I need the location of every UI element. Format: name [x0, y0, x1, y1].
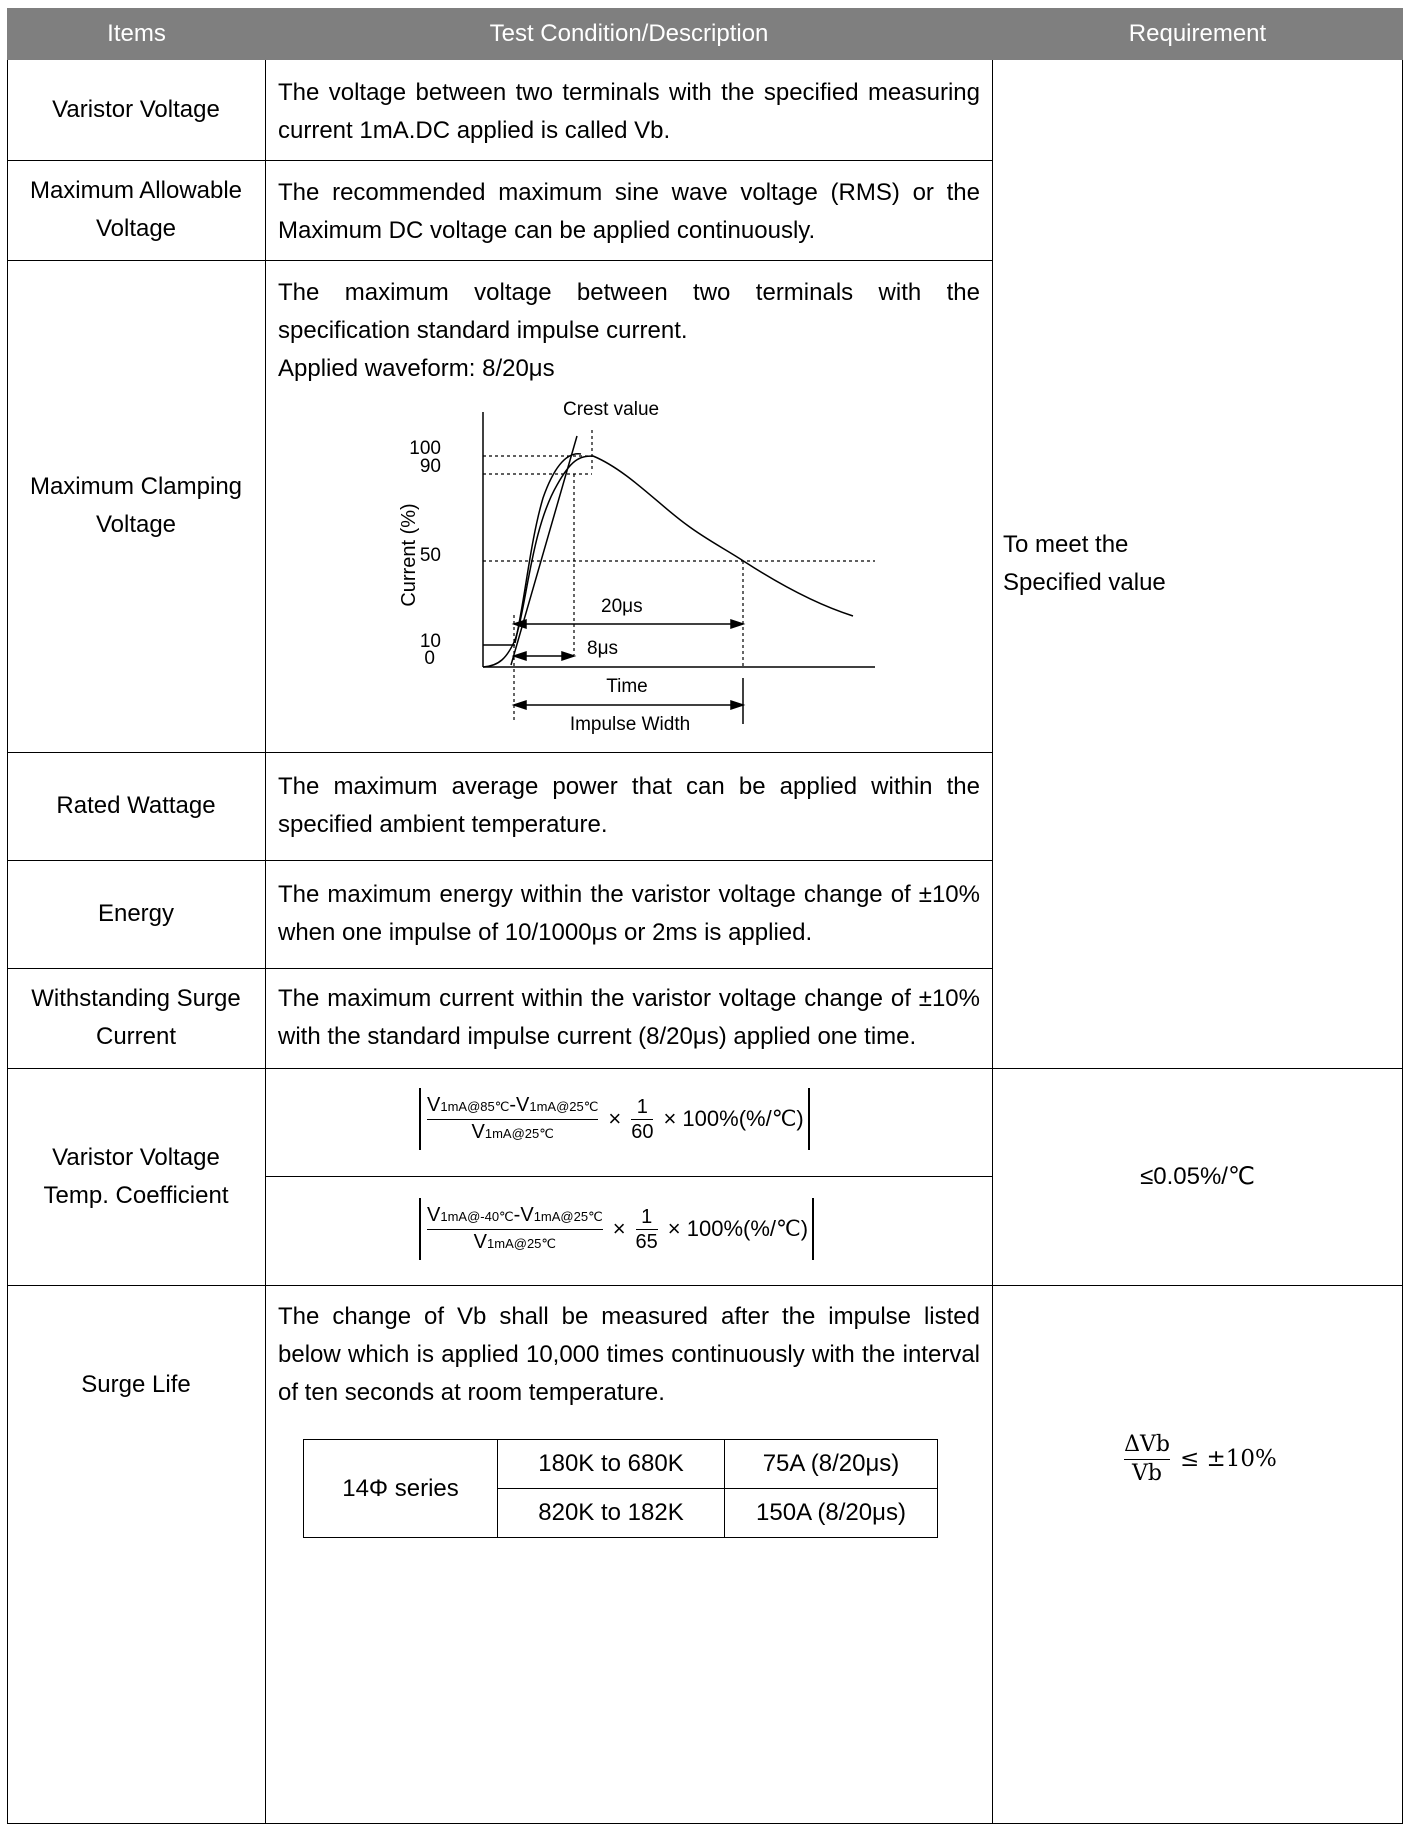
y-axis-label: Current (%)	[398, 503, 420, 606]
table-row: 14Φ series 180K to 680K 75A (8/20μs)	[303, 1439, 938, 1538]
item-energy: Energy	[97, 900, 175, 927]
header-description: Test Condition/Description	[266, 8, 992, 60]
times-sign: ×	[612, 1216, 626, 1241]
row-line-5	[7, 968, 993, 969]
border-left	[7, 60, 8, 1824]
requirement-general: To meet the Specified value	[993, 60, 1402, 1068]
delta-vb-numerator: ΔVb	[1124, 1431, 1170, 1457]
arrow-20us-left	[511, 618, 527, 630]
row-line-1	[7, 160, 993, 161]
row-line-temp-split	[265, 1176, 993, 1177]
desc-max-allowable-voltage: The recommended maximum sine wave voltag…	[278, 179, 980, 244]
range-cell: 180K to 680K	[497, 1439, 725, 1489]
delta-vb-denominator: Vb	[1132, 1460, 1162, 1486]
impulse-width-label: Impulse Width	[570, 714, 690, 735]
front-curve	[514, 453, 582, 644]
current-cell: 75A (8/20μs)	[724, 1439, 938, 1489]
item-label: Maximum Allowable Voltage	[29, 177, 243, 242]
tick-10: 10	[420, 631, 441, 652]
desc-surge-life: The change of Vb shall be measured after…	[278, 1303, 980, 1406]
abs-bar-left	[419, 1088, 421, 1150]
fraction-line	[427, 1228, 603, 1230]
abs-bar-left	[419, 1198, 421, 1260]
fraction-scale: 1 60	[631, 1095, 654, 1143]
col-divider-1	[265, 60, 266, 1824]
delta-vb-fraction: ΔVb Vb	[1124, 1431, 1170, 1488]
requirement-surge-life: ΔVb Vb ≤ ±10%	[993, 1285, 1402, 1823]
requirement-general-text: To meet the Specified value	[1003, 531, 1166, 596]
tick-90: 90	[420, 456, 441, 477]
desc-max-clamping-line1: The maximum voltage between two terminal…	[278, 279, 980, 344]
arrow-width-right	[730, 699, 746, 711]
item-max-allowable-voltage: Maximum Allowable Voltage	[7, 160, 265, 260]
fraction-scale: 1 65	[635, 1205, 658, 1253]
range-cell: 820K to 182K	[497, 1488, 725, 1538]
header-items: Items	[7, 8, 266, 60]
item-varistor-voltage: Varistor Voltage	[52, 96, 220, 123]
row-line-3	[7, 752, 993, 753]
front-tangent-line	[510, 435, 578, 666]
col-divider-2	[992, 60, 993, 1824]
arrow-20us-right	[730, 618, 746, 630]
numerator: V1mA@85℃-V1mA@25℃	[427, 1093, 599, 1116]
requirement-temp-coefficient: ≤0.05%/℃	[1140, 1162, 1255, 1190]
item-label: Maximum Clamping Voltage	[29, 473, 243, 538]
item-rated-wattage: Rated Wattage	[56, 792, 216, 819]
desc-rated-wattage: The maximum average power that can be ap…	[278, 773, 980, 838]
arrow-width-left	[511, 699, 527, 711]
item-label: Varistor Voltage Temp. Coefficient	[43, 1143, 229, 1209]
times-sign: ×	[608, 1106, 622, 1131]
desc-max-clamping-line2: Applied waveform: 8/20μs	[278, 355, 555, 382]
tick-100: 100	[409, 438, 441, 459]
formula-85c: V1mA@85℃-V1mA@25℃ V1mA@25℃ × 1 60 × 100%…	[419, 1088, 810, 1150]
label-20us: 20μs	[601, 596, 643, 617]
item-surge-life: Surge Life	[81, 1371, 191, 1398]
fraction-main: V1mA@-40℃-V1mA@25℃ V1mA@25℃	[427, 1203, 603, 1256]
table-row: 820K to 182K 150A (8/20μs)	[304, 1488, 938, 1538]
label-8us: 8μs	[587, 638, 618, 659]
border-bottom	[7, 1823, 1403, 1824]
denominator: V1mA@25℃	[473, 1230, 557, 1253]
formula-tail: × 100%(%/℃)	[663, 1106, 804, 1131]
row-line-7	[7, 1285, 1403, 1286]
abs-bar-right	[812, 1198, 815, 1260]
tick-50: 50	[420, 545, 441, 566]
arrow-8us-right	[561, 650, 577, 662]
surge-life-table: 14Φ series 180K to 680K 75A (8/20μs) 820…	[303, 1439, 938, 1538]
row-line-6	[7, 1068, 1403, 1069]
item-withstanding-surge-current: Withstanding Surge Current	[7, 968, 265, 1068]
row-line-2	[7, 260, 993, 261]
current-cell: 150A (8/20μs)	[724, 1488, 938, 1538]
item-label: Withstanding Surge Current	[31, 985, 241, 1050]
numerator: V1mA@-40℃-V1mA@25℃	[427, 1203, 603, 1226]
time-label: Time	[606, 676, 648, 697]
desc-energy: The maximum energy within the varistor v…	[278, 881, 980, 946]
item-temp-coefficient: Varistor Voltage Temp. Coefficient	[7, 1068, 265, 1285]
desc-varistor-voltage: The voltage between two terminals with t…	[278, 79, 980, 144]
item-max-clamping-voltage: Maximum Clamping Voltage	[7, 260, 265, 752]
border-right	[1402, 60, 1403, 1824]
series-cell: 14Φ series	[303, 1439, 498, 1538]
arrow-8us-left	[511, 650, 527, 662]
surge-requirement-relation: ≤ ±10%	[1179, 1446, 1277, 1472]
fraction-line	[427, 1118, 599, 1120]
abs-bar-right	[807, 1088, 810, 1150]
row-line-4	[7, 860, 993, 861]
crest-value-label: Crest value	[563, 399, 659, 420]
formula-minus40c: V1mA@-40℃-V1mA@25℃ V1mA@25℃ × 1 65 × 100…	[419, 1198, 815, 1260]
denominator: V1mA@25℃	[471, 1120, 554, 1143]
tick-0: 0	[424, 648, 435, 669]
desc-withstanding-surge-current: The maximum current within the varistor …	[278, 985, 980, 1050]
fraction-main: V1mA@85℃-V1mA@25℃ V1mA@25℃	[427, 1093, 599, 1146]
impulse-waveform-diagram: Crest value 100 90 50 10 0 Current (%) 2…	[398, 399, 875, 735]
formula-tail: × 100%(%/℃)	[667, 1216, 809, 1241]
spec-table: Items Test Condition/Description Require…	[7, 8, 1403, 1824]
header-requirement: Requirement	[992, 8, 1403, 60]
